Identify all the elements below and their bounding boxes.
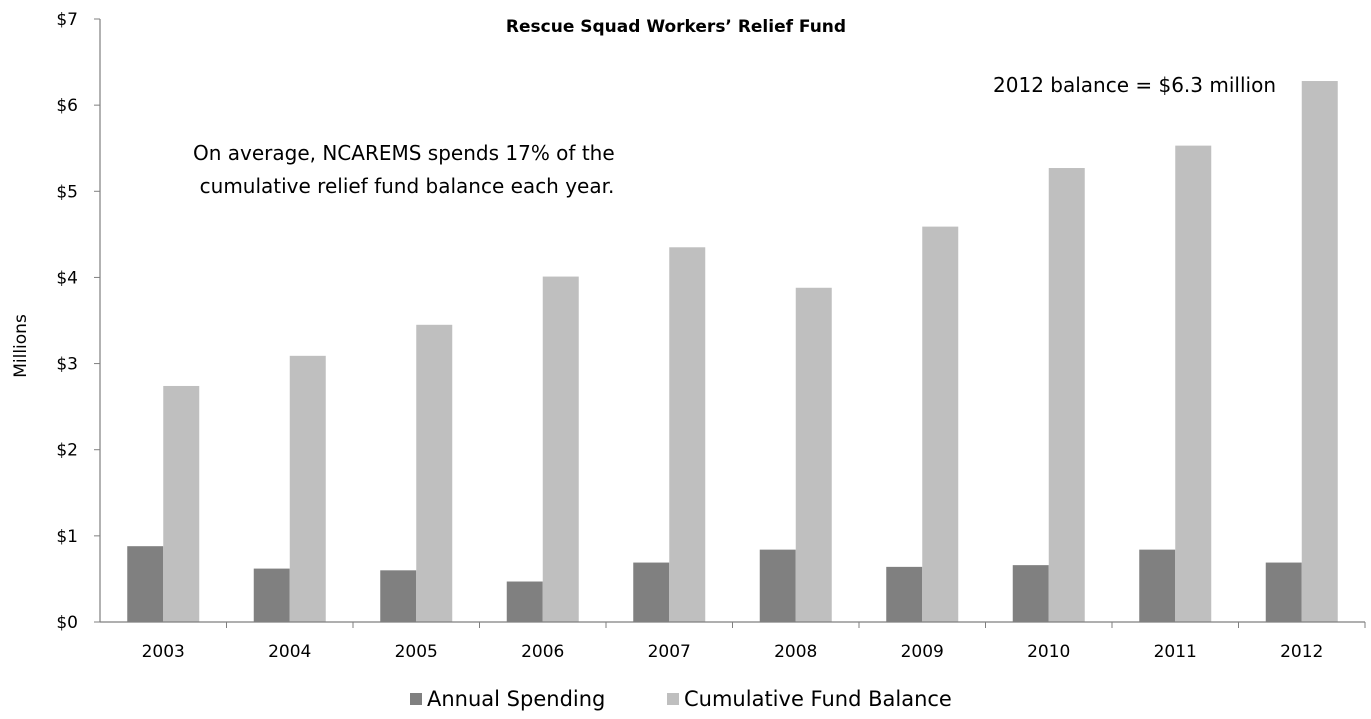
bar-cumulative-fund-balance <box>1048 168 1085 622</box>
x-tick-label: 2010 <box>1027 642 1070 662</box>
legend-swatch-cumulative-fund-balance <box>667 693 679 705</box>
x-axis-ticks: 2003 2004 2005 2006 2007 2008 2009 2010 2011 2012 <box>142 622 1366 662</box>
y-tick-label: $6 <box>56 96 78 116</box>
legend-label-annual-spending: Annual Spending <box>427 687 605 711</box>
y-tick-label: $4 <box>56 268 78 288</box>
legend-label-cumulative-fund-balance: Cumulative Fund Balance <box>684 687 952 711</box>
annotation-average-spending: On average, NCAREMS spends 17% of the cu… <box>193 141 621 198</box>
y-tick-label: $5 <box>56 182 78 202</box>
bar-annual-spending <box>380 570 417 622</box>
annotation-2012-balance: 2012 balance = $6.3 million <box>993 73 1276 97</box>
bar-cumulative-fund-balance <box>922 226 959 622</box>
y-tick-label: $2 <box>56 441 78 461</box>
bar-annual-spending <box>1012 565 1049 622</box>
bar-annual-spending <box>506 581 543 622</box>
bar-cumulative-fund-balance <box>542 276 579 622</box>
y-tick-label: $1 <box>56 527 78 547</box>
bar-annual-spending <box>1265 562 1302 622</box>
bar-annual-spending <box>1139 549 1176 622</box>
legend-swatch-annual-spending <box>410 693 422 705</box>
y-axis-ticks: $0 $1 $2 $3 $4 $5 $6 $7 <box>56 10 100 633</box>
x-tick-label: 2009 <box>901 642 944 662</box>
bar-cumulative-fund-balance <box>163 385 200 622</box>
y-tick-label: $0 <box>56 613 78 633</box>
x-tick-label: 2003 <box>142 642 185 662</box>
chart-title: Rescue Squad Workers’ Relief Fund <box>506 17 846 37</box>
bar-annual-spending <box>253 568 290 622</box>
y-axis-title: Millions <box>11 314 31 378</box>
x-tick-label: 2008 <box>774 642 817 662</box>
bar-annual-spending <box>127 546 164 622</box>
bar-cumulative-fund-balance <box>1175 145 1212 622</box>
annotation-average-line-2: cumulative relief fund balance each year… <box>200 174 615 198</box>
annotation-2012-balance-line: 2012 balance = $6.3 million <box>993 73 1276 97</box>
bar-cumulative-fund-balance <box>795 287 832 622</box>
bar-annual-spending <box>886 566 923 622</box>
x-tick-label: 2005 <box>395 642 438 662</box>
x-tick-label: 2011 <box>1154 642 1197 662</box>
bars <box>127 81 1338 623</box>
x-tick-label: 2004 <box>268 642 311 662</box>
bar-annual-spending <box>633 562 670 622</box>
bar-annual-spending <box>759 549 796 622</box>
bar-cumulative-fund-balance <box>669 247 706 622</box>
y-tick-label: $3 <box>56 355 78 375</box>
x-tick-label: 2012 <box>1280 642 1323 662</box>
bar-cumulative-fund-balance <box>1301 81 1338 623</box>
y-tick-label: $7 <box>56 10 78 30</box>
bar-cumulative-fund-balance <box>416 324 453 622</box>
x-tick-label: 2006 <box>521 642 564 662</box>
annotation-average-line-1: On average, NCAREMS spends 17% of the <box>193 141 615 165</box>
legend: Annual Spending Cumulative Fund Balance <box>410 687 952 711</box>
x-tick-label: 2007 <box>648 642 691 662</box>
bar-cumulative-fund-balance <box>289 355 326 622</box>
